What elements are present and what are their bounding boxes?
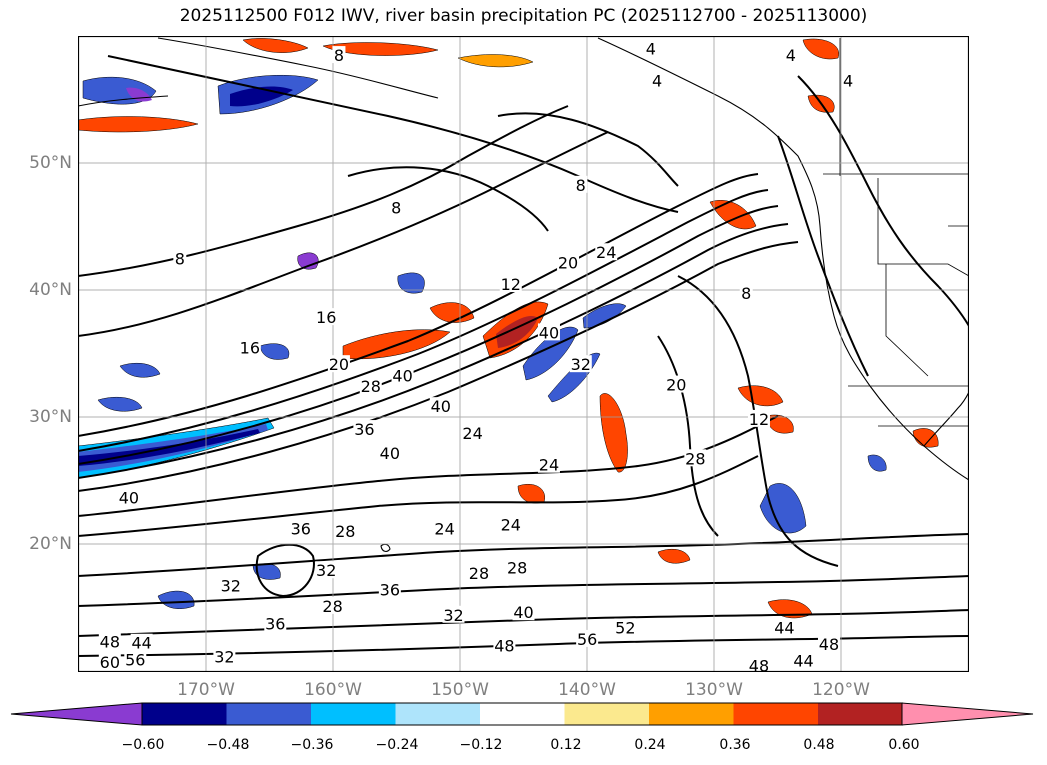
lat-label-50n: 50°N <box>29 153 72 173</box>
contour-label: 48 <box>749 657 769 672</box>
contour-label: 32 <box>221 577 241 596</box>
coastlines <box>78 37 969 552</box>
contour-label: 40 <box>392 367 412 386</box>
colorbar-tick: 0.12 <box>550 737 582 753</box>
colorbar-tick: 0.24 <box>634 737 666 753</box>
contour-label: 12 <box>749 410 769 429</box>
contour-labels: 4 444888881212161620202024242424242828282… <box>98 39 855 672</box>
colorbar-tick: 0.36 <box>719 737 751 753</box>
colorbar-extend-high <box>901 702 1034 726</box>
contour-label: 40 <box>119 489 139 508</box>
contour-label: 16 <box>240 339 260 358</box>
contour-label: 24 <box>596 243 616 262</box>
contour-label: 4 <box>786 46 796 65</box>
contour-label: 48 <box>819 635 839 654</box>
contour-label: 8 <box>576 176 586 195</box>
contour-label: 20 <box>666 376 686 395</box>
colorbar-segment <box>733 703 819 725</box>
contour-label: 32 <box>214 648 234 667</box>
lat-label-30n: 30°N <box>29 407 72 427</box>
political-borders <box>823 38 969 427</box>
colorbar-scale <box>10 702 1034 726</box>
colorbar-segment <box>649 703 734 725</box>
lon-label-140w: 140°W <box>558 680 616 700</box>
map-border <box>78 36 969 672</box>
contour-label: 56 <box>125 650 145 669</box>
contour-label: 36 <box>291 519 311 538</box>
contour-label: 48 <box>100 632 120 651</box>
colorbar-tick: −0.36 <box>290 737 334 753</box>
colorbar-segment <box>480 703 565 725</box>
lon-label-120w: 120°W <box>812 680 870 700</box>
map-panel: 4 4 4 4 8 8 8 8 8 12 12 16 16 20 20 20 24 24 24 24 24 28 28 28 2… <box>78 36 969 672</box>
colorbar-tick: 0.60 <box>888 737 920 753</box>
lat-label-20n: 20°N <box>29 534 72 554</box>
map-title: 2025112500 F012 IWV, river basin precipi… <box>179 6 868 26</box>
colorbar-segment <box>818 703 903 725</box>
colorbar-tick: 0.48 <box>803 737 835 753</box>
contour-label: 28 <box>361 377 381 396</box>
lon-label-160w: 160°W <box>304 680 362 700</box>
contour-label: 56 <box>577 630 597 649</box>
iwv-contour-lines <box>78 55 969 657</box>
contour-label: 60 <box>100 653 120 672</box>
contour-label: 28 <box>685 449 705 468</box>
contour-label: 48 <box>494 636 514 655</box>
contour-label: 8 <box>391 199 401 218</box>
contour-label: 4 <box>843 72 853 91</box>
contour-label: 8 <box>334 46 344 65</box>
contour-label: 44 <box>774 618 794 637</box>
contour-label: 44 <box>793 652 813 671</box>
colorbar-tick: −0.24 <box>375 737 419 753</box>
contour-label: 28 <box>322 597 342 616</box>
contour-label: 32 <box>443 606 463 625</box>
contour-label: 44 <box>131 634 151 653</box>
contour-label: 40 <box>380 444 400 463</box>
lon-label-130w: 130°W <box>685 680 743 700</box>
colorbar-tick: −0.48 <box>206 737 250 753</box>
contour-label: 12 <box>501 275 521 294</box>
contour-label: 24 <box>462 424 482 443</box>
lon-label-150w: 150°W <box>431 680 489 700</box>
contour-label: 16 <box>316 308 336 327</box>
contour-label: 28 <box>335 522 355 541</box>
contour-label: 28 <box>507 559 527 578</box>
contour-label: 24 <box>539 456 559 475</box>
colorbar-tick: −0.60 <box>121 737 165 753</box>
colorbar-segment <box>564 703 650 725</box>
contour-label: 36 <box>265 615 285 634</box>
map-canvas: 4 444888881212161620202024242424242828282… <box>78 36 969 672</box>
contour-label: 32 <box>316 561 336 580</box>
colorbar-segment <box>395 703 481 725</box>
contour-label: 40 <box>513 603 533 622</box>
contour-label: 52 <box>615 618 635 637</box>
contour-label: 20 <box>329 355 349 374</box>
contour-label: 20 <box>558 253 578 272</box>
contour-label: 36 <box>354 420 374 439</box>
contour-label: 40 <box>431 397 451 416</box>
contour-label: 8 <box>741 284 751 303</box>
contour-label: 4 <box>646 40 656 59</box>
colorbar-extend-low <box>10 702 143 726</box>
contour-label: 4 <box>652 72 662 91</box>
contour-label: 8 <box>175 250 185 269</box>
contour-label: 36 <box>380 580 400 599</box>
lon-label-170w: 170°W <box>177 680 235 700</box>
contour-label: 24 <box>434 519 454 538</box>
contour-label: 28 <box>469 564 489 583</box>
colorbar-segment <box>142 703 227 725</box>
colorbar-segment <box>226 703 312 725</box>
colorbar-segment <box>311 703 396 725</box>
contour-label: 32 <box>571 355 591 374</box>
colorbar-tick: −0.12 <box>459 737 503 753</box>
contour-label: 40 <box>539 323 559 342</box>
lat-label-40n: 40°N <box>29 280 72 300</box>
graticule <box>78 36 969 672</box>
contour-label: 24 <box>501 515 521 534</box>
